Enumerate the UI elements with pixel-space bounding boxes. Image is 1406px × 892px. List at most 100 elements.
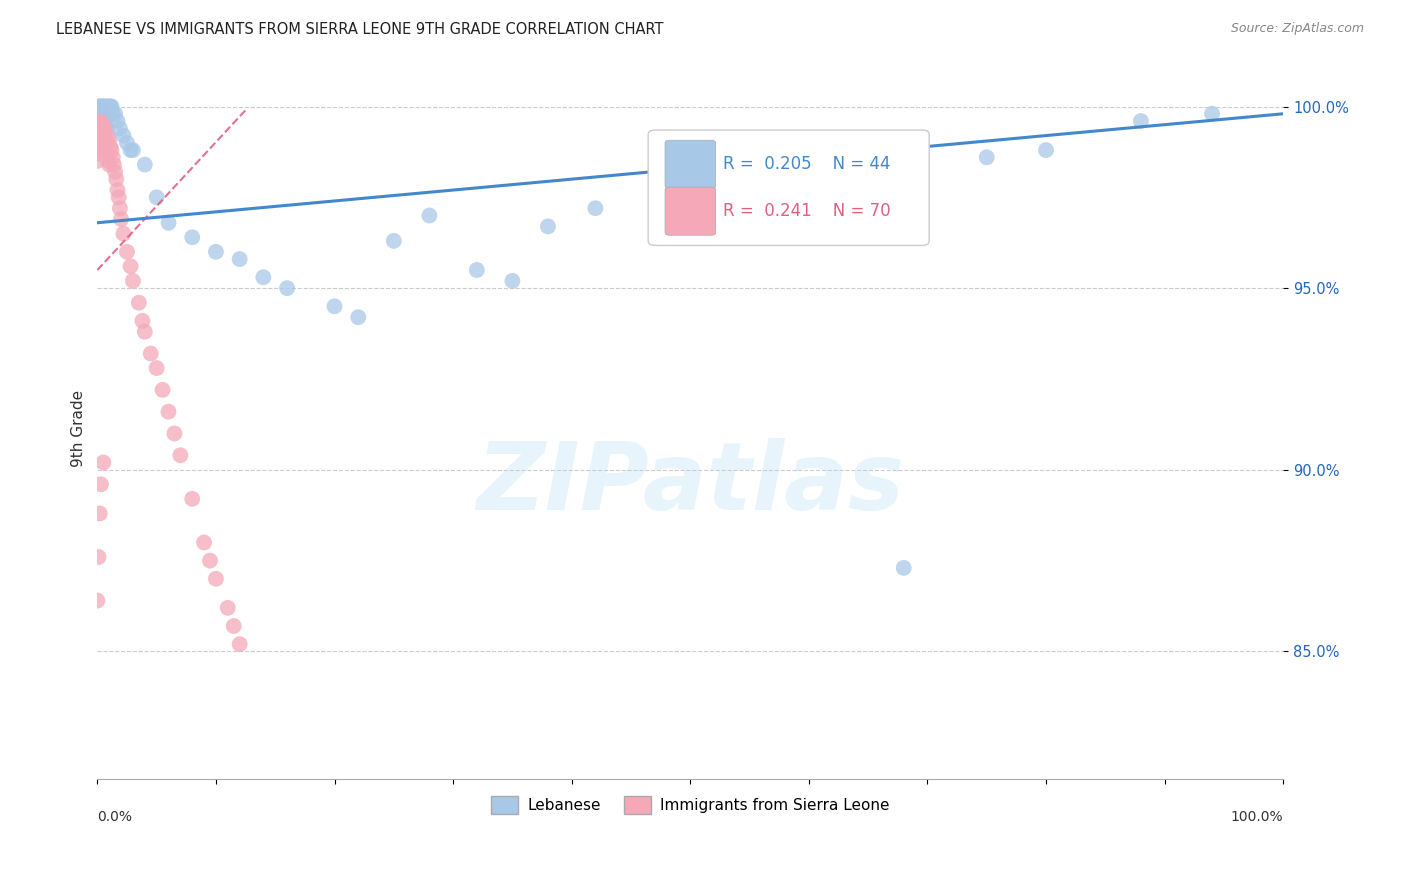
Point — [157, 216, 180, 230]
Point — [893, 561, 915, 575]
Point — [86, 593, 108, 607]
Point — [105, 172, 128, 186]
Point — [98, 158, 121, 172]
Point — [100, 99, 122, 113]
Point — [87, 132, 110, 146]
Point — [98, 99, 121, 113]
Point — [108, 201, 131, 215]
Point — [128, 295, 150, 310]
Point — [91, 111, 114, 125]
Point — [1129, 114, 1152, 128]
Point — [89, 118, 111, 132]
Point — [91, 107, 114, 121]
Point — [94, 99, 117, 113]
Point — [97, 99, 120, 113]
Point — [90, 136, 112, 150]
Point — [323, 299, 346, 313]
Point — [104, 107, 127, 121]
Point — [418, 209, 440, 223]
Point — [97, 128, 120, 143]
Point — [87, 125, 110, 139]
Point — [821, 165, 844, 179]
Point — [87, 103, 110, 117]
Point — [537, 219, 560, 234]
Point — [94, 139, 117, 153]
Point — [94, 118, 117, 132]
Point — [86, 153, 108, 168]
Point — [87, 99, 110, 113]
Point — [89, 139, 111, 153]
Point — [96, 121, 118, 136]
Point — [104, 165, 127, 179]
Point — [98, 132, 121, 146]
Legend: Lebanese, Immigrants from Sierra Leone: Lebanese, Immigrants from Sierra Leone — [485, 790, 896, 820]
Y-axis label: 9th Grade: 9th Grade — [72, 390, 86, 467]
Point — [93, 99, 115, 113]
Point — [228, 637, 250, 651]
Point — [86, 118, 108, 132]
Point — [139, 346, 162, 360]
Point — [655, 223, 678, 237]
Text: 100.0%: 100.0% — [1230, 810, 1284, 824]
Point — [91, 99, 114, 113]
Point — [108, 121, 131, 136]
Point — [107, 183, 129, 197]
Point — [1201, 107, 1223, 121]
Point — [100, 99, 122, 113]
Point — [87, 118, 110, 132]
Point — [90, 477, 112, 491]
Point — [91, 125, 114, 139]
Point — [91, 121, 114, 136]
Point — [96, 146, 118, 161]
Point — [101, 107, 124, 121]
Point — [120, 260, 142, 274]
Point — [122, 143, 145, 157]
Text: R =  0.205    N = 44: R = 0.205 N = 44 — [723, 155, 890, 173]
Point — [100, 143, 122, 157]
Point — [181, 230, 204, 244]
Point — [122, 274, 145, 288]
Point — [347, 310, 370, 325]
Point — [112, 128, 135, 143]
Point — [228, 252, 250, 266]
Point — [112, 227, 135, 241]
Point — [107, 114, 129, 128]
Point — [100, 139, 122, 153]
Text: ZIPatlas: ZIPatlas — [477, 438, 904, 530]
Point — [97, 153, 120, 168]
Point — [1035, 143, 1057, 157]
Point — [93, 132, 115, 146]
Point — [103, 158, 125, 172]
Point — [101, 150, 124, 164]
Point — [976, 150, 998, 164]
Point — [205, 572, 228, 586]
Point — [87, 111, 110, 125]
Point — [86, 111, 108, 125]
Point — [205, 244, 228, 259]
Point — [152, 383, 174, 397]
Point — [222, 619, 245, 633]
Point — [86, 103, 108, 117]
Text: R =  0.241    N = 70: R = 0.241 N = 70 — [723, 202, 890, 220]
Point — [90, 114, 112, 128]
Point — [115, 136, 138, 150]
Point — [86, 146, 108, 161]
Point — [252, 270, 274, 285]
Point — [193, 535, 215, 549]
Point — [91, 99, 114, 113]
Point — [107, 190, 129, 204]
Text: LEBANESE VS IMMIGRANTS FROM SIERRA LEONE 9TH GRADE CORRELATION CHART: LEBANESE VS IMMIGRANTS FROM SIERRA LEONE… — [56, 22, 664, 37]
Point — [90, 99, 112, 113]
Point — [91, 143, 114, 157]
Text: Source: ZipAtlas.com: Source: ZipAtlas.com — [1230, 22, 1364, 36]
Point — [115, 244, 138, 259]
Point — [86, 125, 108, 139]
Point — [583, 201, 606, 215]
Point — [145, 361, 167, 376]
Point — [382, 234, 405, 248]
Point — [86, 132, 108, 146]
Point — [276, 281, 298, 295]
Text: 0.0%: 0.0% — [97, 810, 132, 824]
Point — [134, 158, 156, 172]
Point — [131, 314, 153, 328]
